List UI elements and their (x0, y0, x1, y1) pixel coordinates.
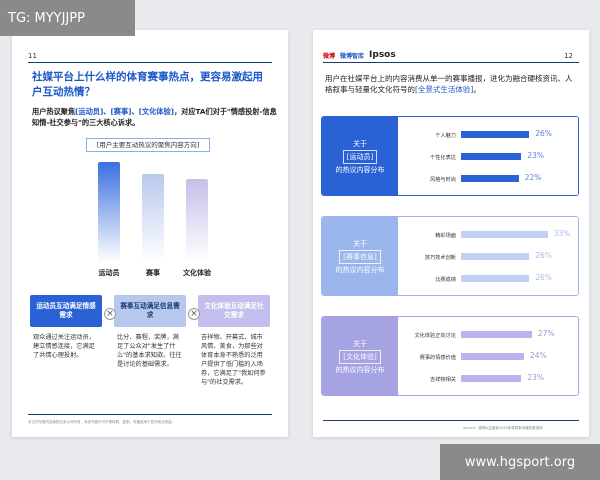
panel-bars: 精彩场面 33% 技巧技术创新 26% 比赛成绩 26% (398, 217, 578, 295)
row-bar (461, 231, 548, 238)
logo-row: 微博 微博智库 Ipsos (323, 50, 396, 60)
panel-title-top: 关于 (353, 140, 367, 148)
row-bar (461, 253, 530, 260)
top-rule-left (28, 62, 272, 63)
panel-title-pill: [运动员] (342, 150, 378, 164)
row-label: 个人魅力 (435, 133, 456, 139)
card-event-head: 赛事互动满足信息需求 (114, 295, 186, 327)
weibo-logo: 微博 (323, 52, 336, 60)
cross-icon: × (104, 308, 116, 320)
row-value: 24% (530, 351, 547, 360)
site-watermark: www.hgsport.org (440, 444, 600, 480)
bar-label: 赛事 (146, 269, 160, 277)
ipsos-logo: Ipsos (369, 50, 396, 60)
panel-header: 关于 [运动员] 的热议内容分布 (322, 117, 398, 195)
page-number-left: 11 (28, 52, 37, 60)
row-value: 22% (524, 173, 542, 182)
weibo-zhiku-logo: 微博智库 (340, 52, 365, 60)
row-value: 33% (553, 229, 571, 238)
chart-title: [用户主要互动热议的聚焦内容方向] (86, 138, 210, 152)
row-label: 精彩场面 (435, 233, 456, 239)
panel-title-pill: [文化体验] (339, 350, 381, 364)
bottom-rule-left (28, 414, 272, 415)
panel-title-bottom: 的热议内容分布 (335, 266, 385, 274)
panel-title-bottom: 的热议内容分布 (335, 366, 385, 374)
bar-label: 文化体验 (183, 269, 211, 277)
row-label: 赛事的情感价值 (419, 355, 456, 361)
row-label: 文化体验正向讨论 (414, 333, 456, 339)
panel-title-top: 关于 (353, 340, 367, 348)
card-event: 赛事互动满足信息需求 比分、赛程、奖牌，满足了公众对"发生了什么"的基本求知欲。… (114, 295, 186, 390)
row-label: 个性化表达 (430, 155, 456, 161)
bar-1 (142, 174, 164, 262)
page-title: 社媒平台上什么样的体育赛事热点，更容易激起用户互动热情？ (32, 71, 263, 98)
row-label: 吉祥物相关 (430, 377, 456, 383)
bar-0 (98, 162, 120, 262)
card-athlete: 运动员互动满足情感需求 观众通过关注运动员，建立情感连接，它满足了共情心理投射。 (30, 295, 102, 390)
channel-tag-text: TG: MYYJJPP (8, 10, 85, 26)
row-value: 26% (535, 251, 552, 260)
panel-title-pill: [赛事信息] (339, 250, 381, 264)
row-bar (461, 175, 519, 182)
card-culture-body: 吉祥物、开幕式、城市风情、美食，为那些对体育本身不熟悉的泛用户提供了低门槛的入场… (201, 334, 266, 386)
row-bar (461, 153, 522, 160)
bottom-rule-right (323, 420, 579, 421)
panel-title-top: 关于 (353, 240, 367, 248)
row-bar (461, 375, 522, 382)
site-watermark-text: www.hgsport.org (464, 454, 576, 470)
panel-header: 关于 [赛事信息] 的热议内容分布 (322, 217, 398, 295)
row-label: 风格与时尚 (430, 177, 456, 183)
right-page: 微博 微博智库 Ipsos 12 用户在社媒平台上的内容消费从单一的赛事播报，进… (313, 30, 589, 437)
card-athlete-head: 运动员互动满足情感需求 (30, 295, 102, 327)
panel-header: 关于 [文化体验] 的热议内容分布 (322, 317, 398, 395)
card-culture-head: 文化体验互动满足社交需求 (198, 295, 270, 327)
row-value: 26% (535, 129, 552, 138)
row-bar (461, 353, 524, 360)
panel-1: 关于 [赛事信息] 的热议内容分布 精彩场面 33% 技巧技术创新 26% 比赛成绩 26% (321, 216, 579, 296)
row-label: 技巧技术创新 (424, 255, 456, 261)
panel-title-bottom: 的热议内容分布 (335, 166, 385, 174)
row-value: 23% (527, 373, 545, 382)
channel-tag: TG: MYYJJPP (0, 0, 135, 36)
card-event-body: 比分、赛程、奖牌，满足了公众对"发生了什么"的基本求知欲。往往是讨论的基础需求。 (117, 334, 182, 368)
panel-bars: 文化体验正向讨论 27% 赛事的情感价值 24% 吉祥物相关 23% (398, 317, 578, 395)
cross-icon: × (188, 308, 200, 320)
bar-2 (186, 179, 208, 262)
row-bar (461, 131, 530, 138)
right-intro-text: 用户在社媒平台上的内容消费从单一的赛事播报，进化为融合硬核资讯、人格叙事与轻量化… (325, 74, 573, 94)
row-value: 23% (527, 151, 545, 160)
row-label: 比赛成绩 (435, 277, 456, 283)
row-value: 26% (535, 273, 552, 282)
left-page: 11 社媒平台上什么样的体育赛事热点，更容易激起用户互动热情？ 用户热议聚焦[运… (12, 30, 288, 437)
panel-2: 关于 [文化体验] 的热议内容分布 文化体验正向讨论 27% 赛事的情感价值 24% 吉祥物相… (321, 316, 579, 396)
bar-label: 运动员 (98, 269, 120, 277)
row-value: 27% (537, 329, 555, 338)
footnote: 本文件所载内容版权归本公司所有，未经书面许可不得转载、复制、传播或用于任何商业用… (28, 420, 175, 424)
row-bar (461, 331, 532, 338)
panel-bars: 个人魅力 26% 个性化表达 23% 风格与时尚 22% (398, 117, 578, 195)
page-number-right: 12 (564, 52, 573, 60)
source-note: Source：微博&益普索2024体育赛事传播效果调研 (463, 426, 543, 430)
top-rule-right (323, 62, 579, 63)
intro-text: 用户热议聚焦[运动员]、[赛事]、[文化体验]，对应TA们对于"情感投射-信息知… (32, 107, 277, 127)
row-bar (461, 275, 530, 282)
card-culture: 文化体验互动满足社交需求 吉祥物、开幕式、城市风情、美食，为那些对体育本身不熟悉… (198, 295, 270, 390)
panel-0: 关于 [运动员] 的热议内容分布 个人魅力 26% 个性化表达 23% 风格与时尚 22% (321, 116, 579, 196)
card-athlete-body: 观众通过关注运动员，建立情感连接，它满足了共情心理投射。 (33, 334, 95, 359)
